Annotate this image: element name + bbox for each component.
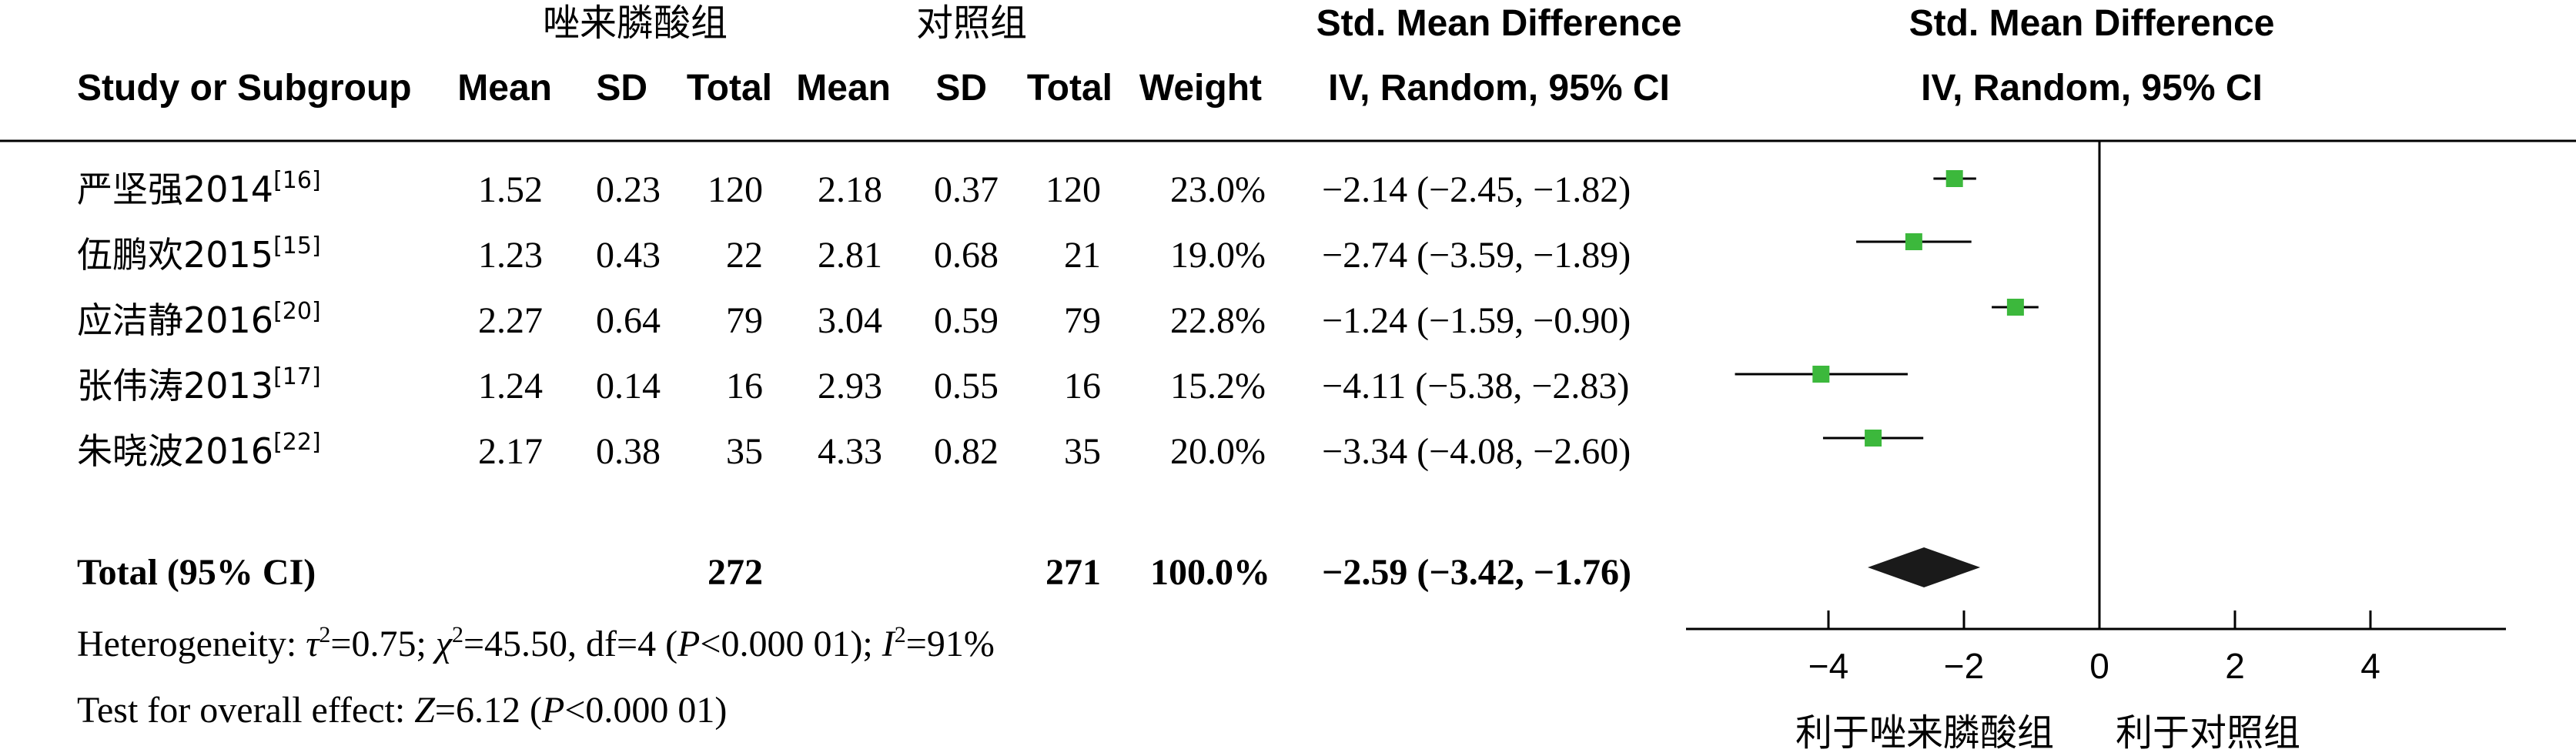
total2-cell: 21 <box>1064 235 1101 276</box>
total2-cell: 35 <box>1064 431 1101 472</box>
plot-method-header: IV, Random, 95% CI <box>1921 68 2263 109</box>
study-name: 张伟涛2013[17] <box>77 363 321 406</box>
table-row: 伍鹏欢2015[15] 1.23 0.43 22 2.81 0.68 21 19… <box>77 232 1631 276</box>
group1-header: 唑来膦酸组 <box>543 2 728 45</box>
total-weight-cell: 100.0% <box>1150 552 1270 593</box>
x-tick-label: 0 <box>2089 646 2109 686</box>
weight-header: Weight <box>1139 68 1262 109</box>
study-name: 严坚强2014[16] <box>77 167 321 210</box>
study-rows: 严坚强2014[16] 1.52 0.23 120 2.18 0.37 120 … <box>77 167 1631 472</box>
study-name: 伍鹏欢2015[15] <box>77 232 321 276</box>
sd1-cell: 0.43 <box>596 235 661 276</box>
favors-left-label: 利于唑来膦酸组 <box>1795 711 2054 754</box>
weight-cell: 19.0% <box>1170 235 1266 276</box>
sd1-cell: 0.23 <box>596 169 661 210</box>
mean1-cell: 2.17 <box>478 431 543 472</box>
x-tick-label: −2 <box>1944 646 1984 686</box>
study-estimate-box <box>1812 366 1830 383</box>
weight-cell: 15.2% <box>1170 366 1266 406</box>
weight-cell: 20.0% <box>1170 431 1266 472</box>
table-row: 应洁静2016[20] 2.27 0.64 79 3.04 0.59 79 22… <box>77 298 1631 341</box>
total1-cell: 272 <box>708 552 763 593</box>
study-estimate-box <box>1905 233 1922 250</box>
heterogeneity-text: Heterogeneity: τ2=0.75; χ2=45.50, df=4 (… <box>77 622 995 664</box>
total2-cell: 16 <box>1064 366 1101 406</box>
total-label: Total (95% CI) <box>77 552 316 593</box>
total1-cell: 16 <box>726 366 763 406</box>
mean1-cell: 1.24 <box>478 366 543 406</box>
mean2-cell: 2.93 <box>818 366 882 406</box>
total2-cell: 120 <box>1045 169 1101 210</box>
sd2-cell: 0.68 <box>934 235 999 276</box>
total1-cell: 22 <box>726 235 763 276</box>
pooled-diamond <box>1868 547 1981 587</box>
sd2-header: SD <box>935 68 987 109</box>
mean1-header: Mean <box>457 68 552 109</box>
study-estimate-box <box>1945 170 1963 187</box>
sd2-cell: 0.82 <box>934 431 999 472</box>
table-row: 张伟涛2013[17] 1.24 0.14 16 2.93 0.55 16 15… <box>77 363 1629 406</box>
sd1-cell: 0.64 <box>596 300 661 341</box>
ci-cell: −2.74 (−3.59, −1.89) <box>1322 235 1631 276</box>
study-estimate-box <box>2006 299 2024 316</box>
study-col-header: Study or Subgroup <box>77 68 412 109</box>
weight-cell: 23.0% <box>1170 169 1266 210</box>
plot-title: Std. Mean Difference <box>1909 3 2275 44</box>
sd1-header: SD <box>596 68 647 109</box>
mean1-cell: 2.27 <box>478 300 543 341</box>
mean2-cell: 3.04 <box>818 300 882 341</box>
ci-cell: −4.11 (−5.38, −2.83) <box>1322 366 1629 406</box>
sd2-cell: 0.55 <box>934 366 999 406</box>
mean2-header: Mean <box>796 68 891 109</box>
sd2-cell: 0.37 <box>934 169 999 210</box>
total2-cell: 271 <box>1045 552 1101 593</box>
group2-header: 对照组 <box>916 2 1027 45</box>
ci-cell: −3.34 (−4.08, −2.60) <box>1322 431 1631 472</box>
mean2-cell: 2.81 <box>818 235 882 276</box>
mean1-cell: 1.52 <box>478 169 543 210</box>
favors-right-label: 利于对照组 <box>2116 711 2300 754</box>
table-row: 朱晓波2016[22] 2.17 0.38 35 4.33 0.82 35 20… <box>77 429 1631 472</box>
total-ci-cell: −2.59 (−3.42, −1.76) <box>1322 552 1631 593</box>
table-row: 严坚强2014[16] 1.52 0.23 120 2.18 0.37 120 … <box>77 167 1631 210</box>
sd2-cell: 0.59 <box>934 300 999 341</box>
ci-cell: −2.14 (−2.45, −1.82) <box>1322 169 1631 210</box>
smd-title: Std. Mean Difference <box>1316 3 1682 44</box>
mean2-cell: 4.33 <box>818 431 882 472</box>
total2-cell: 79 <box>1064 300 1101 341</box>
mean2-cell: 2.18 <box>818 169 882 210</box>
smd-method-header: IV, Random, 95% CI <box>1328 68 1670 109</box>
study-estimate-box <box>1865 430 1882 447</box>
study-name: 朱晓波2016[22] <box>77 429 321 472</box>
forest-plot: −4 −2 0 2 4 <box>1686 141 2506 686</box>
ci-cell: −1.24 (−1.59, −0.90) <box>1322 300 1631 341</box>
total-row: Total (95% CI) 272 271 100.0% −2.59 (−3.… <box>77 552 1631 593</box>
mean1-cell: 1.23 <box>478 235 543 276</box>
sd1-cell: 0.38 <box>596 431 661 472</box>
overall-effect-text: Test for overall effect: Z=6.12 (P<0.000… <box>77 690 727 731</box>
study-name: 应洁静2016[20] <box>77 298 321 341</box>
weight-cell: 22.8% <box>1170 300 1266 341</box>
total1-cell: 79 <box>726 300 763 341</box>
total2-header: Total <box>1027 68 1112 109</box>
x-tick-label: −4 <box>1808 646 1848 686</box>
sd1-cell: 0.14 <box>596 366 661 406</box>
total1-cell: 120 <box>708 169 763 210</box>
x-tick-label: 4 <box>2360 646 2380 686</box>
x-tick-label: 2 <box>2225 646 2245 686</box>
total1-cell: 35 <box>726 431 763 472</box>
total1-header: Total <box>687 68 772 109</box>
